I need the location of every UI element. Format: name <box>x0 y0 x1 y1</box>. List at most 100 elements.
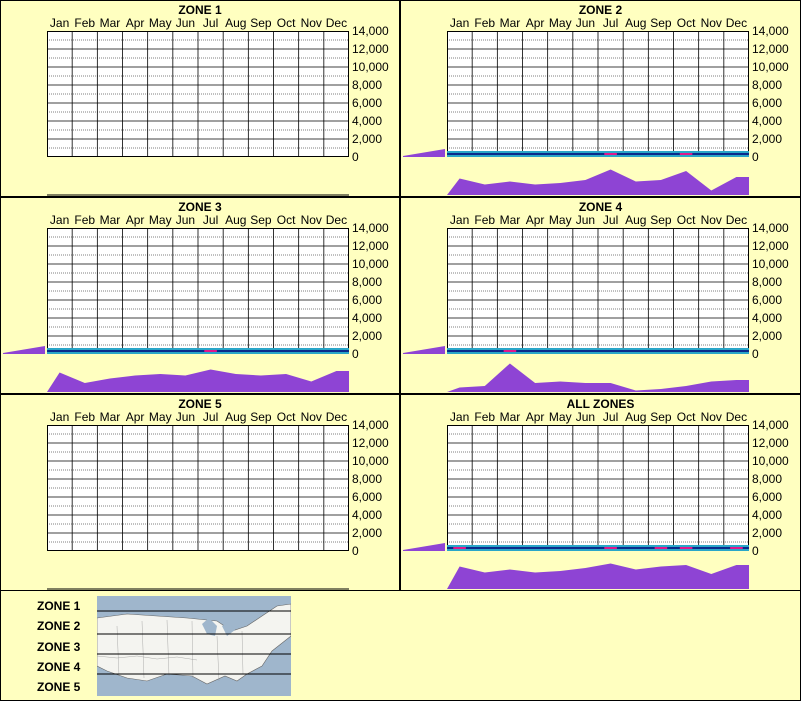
month-tick-label: Jun <box>175 16 196 30</box>
month-tick-label: Jun <box>575 213 596 227</box>
month-tick-label: Nov <box>300 213 322 227</box>
heatmap-svg <box>447 228 749 354</box>
y-tick-label: 10,000 <box>752 257 789 271</box>
month-tick-label: Mar <box>499 410 521 424</box>
y-tick-label: 4,000 <box>752 114 783 128</box>
y-tick-label: 14,000 <box>352 221 389 235</box>
heatmap-svg <box>47 228 349 354</box>
month-tick-label: Oct <box>276 16 296 30</box>
y-tick-label: 6,000 <box>752 293 783 307</box>
monthly-profile <box>47 194 349 196</box>
y-tick-label: 10,000 <box>352 60 389 74</box>
y-tick-label: 0 <box>352 347 359 361</box>
y-tick-label: 8,000 <box>752 275 783 289</box>
zone-panel: ZONE 4 Jan Feb Mar Apr May Jun Jul Aug Sep Oct Nov D… <box>400 197 801 394</box>
y-tick-label: 12,000 <box>352 239 389 253</box>
y-tick-label: 6,000 <box>752 490 783 504</box>
month-tick-label: Nov <box>700 213 722 227</box>
heat-core <box>447 547 749 549</box>
y-tick-label: 4,000 <box>352 114 383 128</box>
y-tick-label: 14,000 <box>752 418 789 432</box>
monthly-profile <box>447 563 749 589</box>
month-tick-label: Sep <box>250 213 272 227</box>
profile-area <box>447 363 749 392</box>
heat-peak <box>453 547 466 549</box>
panel-title: ZONE 1 <box>178 3 222 17</box>
month-tick-label: Jul <box>602 16 619 30</box>
y-tick-label: 0 <box>752 347 759 361</box>
monthly-profile <box>47 588 349 590</box>
month-tick-label: Nov <box>300 410 322 424</box>
month-tick-label: Aug <box>225 16 247 30</box>
zone-2-label: ZONE 2 <box>37 619 81 633</box>
month-tick-label: Dec <box>725 410 748 424</box>
y-tick-label: 6,000 <box>352 293 383 307</box>
panel-title: ZONE 4 <box>578 200 623 214</box>
heat-peak <box>654 547 668 549</box>
month-tick-label: Jul <box>202 16 219 30</box>
ramp-shape <box>3 346 45 354</box>
month-tick-label: Jul <box>202 410 219 424</box>
month-tick-label: Jul <box>602 213 619 227</box>
month-tick-label: May <box>548 16 572 30</box>
month-tick-label: Jul <box>202 213 219 227</box>
month-tick-label: Apr <box>525 16 545 30</box>
y-tick-label: 6,000 <box>352 490 383 504</box>
zone-panel: ZONE 3 Jan Feb Mar Apr May Jun Jul Aug Sep Oct Nov D… <box>0 197 400 394</box>
y-tick-label: 2,000 <box>352 329 383 343</box>
heat-peak <box>204 350 217 352</box>
month-tick-label: May <box>148 410 172 424</box>
month-tick-label: Mar <box>99 213 121 227</box>
month-tick-label: Apr <box>525 410 545 424</box>
y-tick-label: 10,000 <box>752 60 789 74</box>
month-tick-label: Apr <box>125 16 145 30</box>
y-tick-label: 14,000 <box>352 24 389 38</box>
y-tick-label: 6,000 <box>352 96 383 110</box>
profile-area <box>447 169 749 195</box>
heat-peak <box>679 547 693 549</box>
panel-title: ZONE 2 <box>578 3 623 17</box>
month-tick-label: Jul <box>602 410 619 424</box>
panel-title: ZONE 5 <box>178 397 222 411</box>
month-tick-label: Mar <box>99 16 121 30</box>
y-tick-label: 10,000 <box>352 454 389 468</box>
zone-legend: ZONE 1 ZONE 2 ZONE 3 ZONE 4 ZONE 5 <box>0 590 801 701</box>
y-tick-label: 14,000 <box>752 24 789 38</box>
y-tick-label: 4,000 <box>352 311 383 325</box>
y-tick-label: 10,000 <box>752 454 789 468</box>
month-tick-label: Sep <box>250 410 272 424</box>
monthly-profile <box>47 369 349 392</box>
y-tick-label: 2,000 <box>752 526 783 540</box>
y-tick-label: 2,000 <box>352 526 383 540</box>
zone-panel: ALL ZONES Jan Feb Mar Apr May Jun Jul Aug Sep Oct N… <box>400 394 801 591</box>
zone-3-label: ZONE 3 <box>37 640 81 654</box>
month-tick-label: Mar <box>499 213 521 227</box>
us-map-image <box>97 596 291 696</box>
month-tick-label: Dec <box>325 410 348 424</box>
y-tick-label: 2,000 <box>752 329 783 343</box>
profile-area <box>447 563 749 589</box>
month-tick-label: Sep <box>650 16 672 30</box>
y-tick-label: 12,000 <box>752 239 789 253</box>
y-tick-label: 8,000 <box>352 472 383 486</box>
zone-5-label: ZONE 5 <box>37 680 81 694</box>
month-tick-label: Apr <box>525 213 545 227</box>
month-tick-label: Oct <box>676 410 696 424</box>
month-tick-label: Dec <box>725 16 748 30</box>
y-tick-label: 2,000 <box>352 132 383 146</box>
y-tick-label: 0 <box>352 150 359 164</box>
month-tick-label: Dec <box>325 213 348 227</box>
y-tick-label: 2,000 <box>752 132 783 146</box>
month-tick-label: Aug <box>625 16 647 30</box>
month-tick-label: Oct <box>276 213 296 227</box>
panel-title: ZONE 3 <box>178 200 222 214</box>
panel-title: ALL ZONES <box>566 397 635 411</box>
y-tick-label: 0 <box>752 150 759 164</box>
heat-peak <box>604 547 617 549</box>
month-tick-label: Aug <box>225 213 247 227</box>
y-tick-label: 10,000 <box>352 257 389 271</box>
heat-core <box>447 350 749 352</box>
month-tick-label: Jan <box>449 16 470 30</box>
monthly-profile <box>447 169 749 195</box>
month-tick-label: Sep <box>650 410 672 424</box>
